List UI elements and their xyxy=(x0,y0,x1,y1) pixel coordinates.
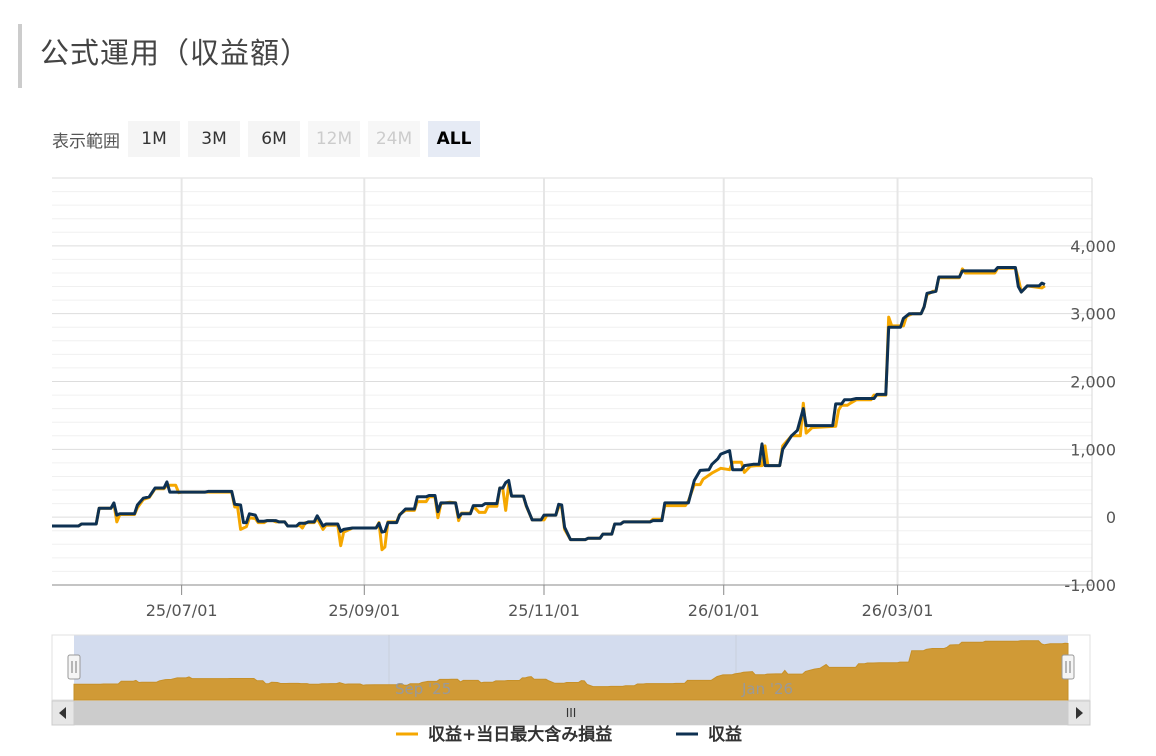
x-tick-label: 26/03/01 xyxy=(862,601,934,620)
navigator-label-sep: Sep '25 xyxy=(395,680,451,698)
scrollbar[interactable]: III xyxy=(51,700,1091,726)
range-all-button[interactable]: ALL xyxy=(428,121,480,157)
scrollbar-thumb[interactable] xyxy=(74,701,1068,725)
x-tick-label: 25/07/01 xyxy=(146,601,218,620)
range-6m-button[interactable]: 6M xyxy=(248,121,300,157)
range-selector-label: 表示範囲 xyxy=(52,131,120,152)
y-tick-label: -1,000 xyxy=(1064,576,1116,595)
page-title: 公式運用（収益額） xyxy=(40,36,311,70)
navigator-left-handle[interactable] xyxy=(67,654,81,680)
navigator-label-jan: Jan '26 xyxy=(741,680,793,698)
x-tick-label: 26/01/01 xyxy=(688,601,760,620)
legend-item-unrealized[interactable]: 収益+当日最大含み損益 xyxy=(396,724,612,745)
y-tick-label: 4,000 xyxy=(1070,237,1116,256)
y-tick-label: 2,000 xyxy=(1070,373,1116,392)
navigator[interactable]: Sep '25 Jan '26 xyxy=(51,634,1091,701)
range-3m-button[interactable]: 3M xyxy=(188,121,240,157)
arrow-right-icon xyxy=(1076,707,1083,719)
series-line-profit xyxy=(52,266,1046,542)
range-12m-button: 12M xyxy=(308,121,360,157)
legend-label-profit: 収益 xyxy=(708,724,742,745)
scrollbar-grip-icon: III xyxy=(566,706,577,720)
y-tick-label: 3,000 xyxy=(1070,305,1116,324)
x-axis-ticks: 25/07/01 25/09/01 25/11/01 26/01/01 26/03/01 xyxy=(52,584,1092,620)
plot-grid xyxy=(52,177,1092,586)
legend-label-unrealized: 収益+当日最大含み損益 xyxy=(428,724,612,745)
plot-series xyxy=(52,266,1046,552)
title-accent-bar xyxy=(18,24,22,88)
y-axis-ticks: -1,000 0 1,000 2,000 3,000 4,000 xyxy=(1064,178,1116,595)
range-selector: 表示範囲 1M 3M 6M 12M 24M ALL xyxy=(52,121,488,157)
x-tick-label: 25/11/01 xyxy=(508,601,580,620)
x-tick-label: 25/09/01 xyxy=(328,601,400,620)
navigator-right-handle[interactable] xyxy=(1061,654,1075,680)
y-tick-label: 1,000 xyxy=(1070,440,1116,459)
arrow-left-icon xyxy=(59,707,66,719)
range-1m-button[interactable]: 1M xyxy=(128,121,180,157)
legend: 収益+当日最大含み損益 収益 xyxy=(396,724,742,745)
y-tick-label: 0 xyxy=(1106,508,1116,527)
navigator-area xyxy=(73,640,1069,701)
legend-item-profit[interactable]: 収益 xyxy=(676,724,742,745)
range-24m-button: 24M xyxy=(368,121,420,157)
